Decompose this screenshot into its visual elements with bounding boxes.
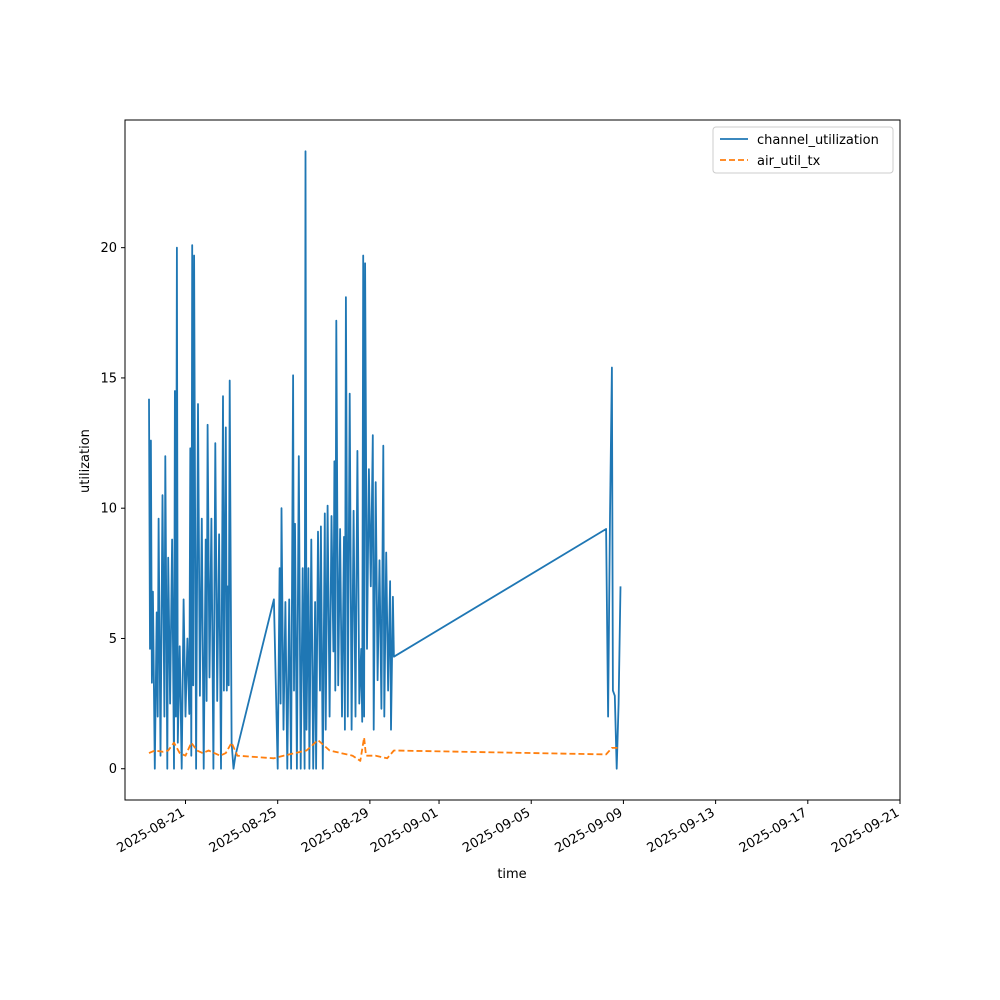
plot-area [148, 150, 622, 770]
y-tick-label: 0 [109, 762, 117, 777]
legend-box [712, 126, 894, 174]
y-axis-label: utilization [78, 429, 93, 493]
y-tick-label: 20 [100, 241, 117, 256]
y-tick-label: 10 [100, 502, 117, 517]
y-axis: 0 5 10 15 20 [100, 241, 125, 777]
axes-frame [124, 119, 901, 801]
legend-label-channel-utilization: channel_utilization [757, 133, 879, 148]
legend: channel_utilization air_util_tx [712, 126, 894, 174]
series-line-air-util-tx [148, 736, 621, 762]
x-axis-label: time [497, 867, 526, 882]
series-line-channel-utilization [148, 150, 622, 770]
legend-label-air-util-tx: air_util_tx [757, 154, 821, 169]
y-tick-label: 15 [100, 371, 117, 386]
y-tick-label: 5 [109, 632, 117, 647]
